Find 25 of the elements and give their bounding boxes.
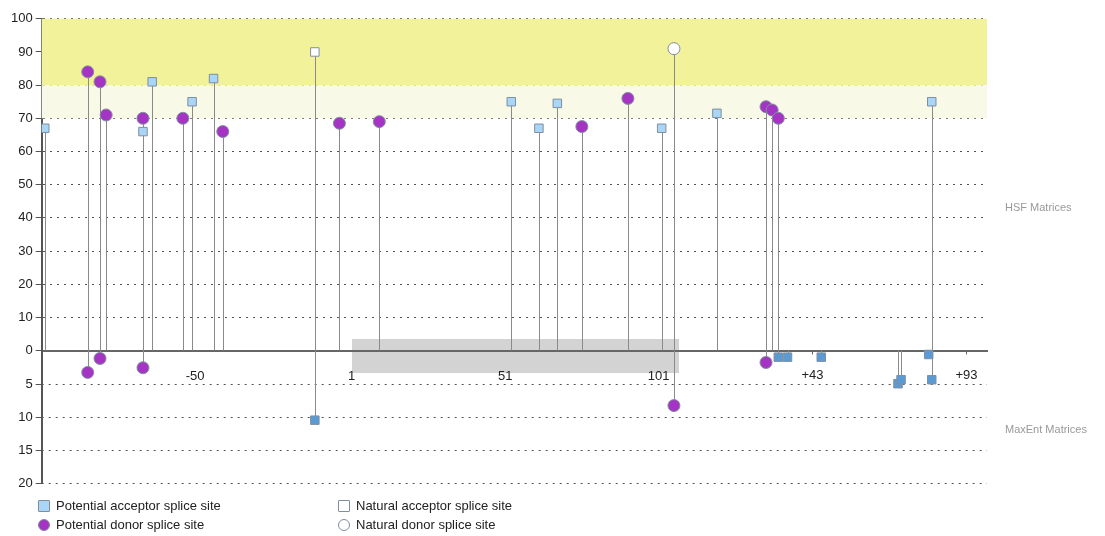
y-tick-label: 70 — [18, 109, 33, 125]
x-tick-label: 51 — [497, 367, 513, 383]
y-tick-label: 30 — [18, 242, 33, 258]
x2-tick-label: +43 — [801, 366, 824, 382]
y-tick-label: 10 — [18, 308, 33, 324]
text: HSF Matrices — [1005, 200, 1073, 213]
legend-label: Potential donor splice site — [56, 517, 205, 532]
y2-tick-label: 5 — [25, 376, 33, 392]
y-tick-label: 50 — [18, 176, 33, 192]
y-tick-label: 90 — [18, 43, 33, 59]
y-tick-label: 40 — [18, 209, 33, 225]
y-tick-label: 80 — [18, 76, 33, 92]
x-tick-label: -50 — [185, 367, 205, 383]
y-tick-label: 20 — [18, 275, 33, 291]
legend-label: Natural donor splice site — [356, 517, 496, 532]
y-tick-label: 100 — [10, 10, 33, 26]
legend-label: Potential acceptor splice site — [56, 498, 221, 513]
y-tick-label: 0 — [25, 342, 33, 358]
y2-tick-label: 15 — [18, 442, 33, 458]
text: MaxEnt Matrices — [1005, 423, 1088, 436]
legend-label: Natural acceptor splice site — [356, 498, 513, 513]
x-tick-label: 1 — [348, 367, 356, 383]
y-tick-label: 60 — [18, 143, 33, 159]
x-tick-label: 101 — [647, 367, 670, 383]
x2-tick-label: +93 — [955, 366, 978, 382]
